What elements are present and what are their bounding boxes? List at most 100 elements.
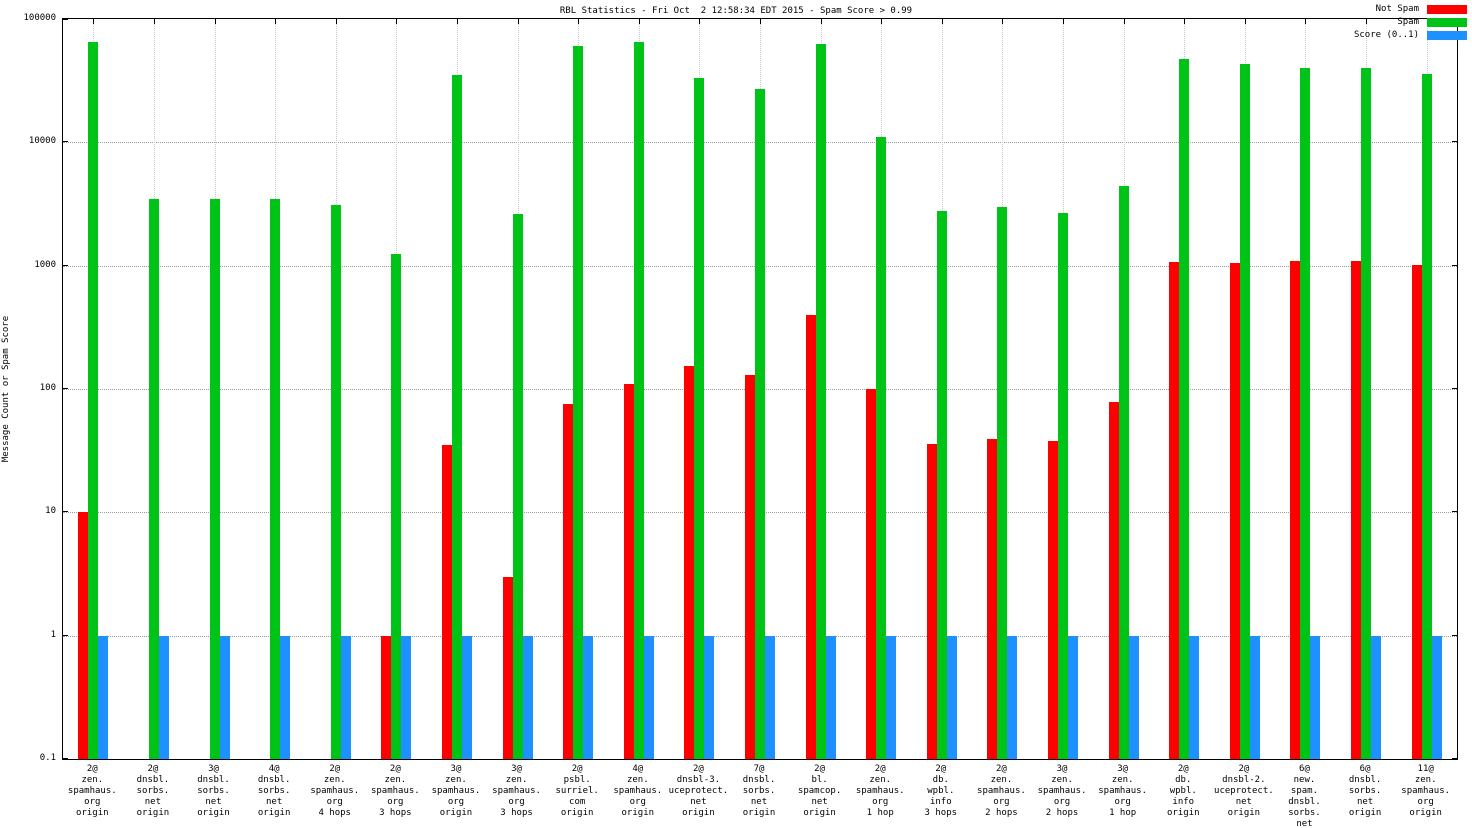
y-tick-label: 1: [50, 629, 56, 640]
bar-spam: [451, 75, 462, 759]
x-tick-label: 2@ bl. spamcop. net origin: [797, 764, 842, 818]
y-tick-mark: [63, 141, 68, 143]
bar-score-0-1: [461, 635, 472, 759]
x-tick-mark: [578, 19, 580, 24]
x-tick-mark: [941, 19, 943, 24]
x-tick-label: 6@ new. spam. dnsbl. sorbs. net origin: [1288, 764, 1321, 828]
bar-score-0-1: [886, 635, 897, 759]
bar-spam: [391, 253, 402, 759]
x-tick-label: 3@ zen. spamhaus. org 3 hops: [492, 764, 541, 818]
y-tick-mark: [63, 19, 68, 20]
bar-score-0-1: [643, 635, 654, 759]
bar-score-0-1: [1189, 635, 1200, 759]
x-tick-mark: [335, 19, 337, 24]
x-tick-label: 2@ dnsbl-3. uceprotect. net origin: [668, 764, 729, 818]
legend-label-not-spam: Not Spam: [1375, 4, 1419, 14]
x-tick-label: 11@ zen. spamhaus. org origin: [1401, 764, 1451, 818]
bar-score-0-1: [1068, 635, 1079, 759]
bar-score-0-1: [158, 635, 169, 759]
x-tick-label: 2@ zen. spamhaus. org origin: [67, 764, 117, 818]
plot-area: [62, 18, 1458, 760]
bar-spam: [1300, 68, 1311, 759]
x-tick-label: 2@ zen. spamhaus. org 1 hop: [855, 764, 905, 818]
bar-spam: [997, 206, 1008, 759]
x-tick-mark: [1123, 19, 1125, 24]
bar-not-spam: [926, 443, 937, 759]
bar-score-0-1: [946, 635, 957, 759]
bar-spam: [270, 198, 281, 759]
x-tick-label: 2@ psbl. surriel. com origin: [555, 764, 599, 818]
bar-not-spam: [1108, 402, 1119, 759]
x-tick-mark: [1184, 19, 1186, 24]
bar-score-0-1: [98, 635, 109, 759]
bar-spam: [633, 42, 644, 759]
x-tick-label: 3@ dnsbl. sorbs. net origin: [197, 764, 230, 818]
bar-not-spam: [381, 635, 392, 759]
bar-not-spam: [1290, 260, 1301, 759]
bar-spam: [755, 89, 765, 759]
y-tick-mark: [1452, 758, 1457, 759]
legend: Not Spam Spam Score (0..1): [1354, 4, 1467, 40]
x-tick-label: 6@ dnsbl. sorbs. net origin: [1348, 764, 1382, 818]
bar-score-0-1: [825, 635, 836, 759]
chart-title: RBL Statistics - Fri Oct 2 12:58:34 EDT …: [559, 6, 913, 16]
x-tick-label: 3@ zen. spamhaus. org 2 hops: [1037, 764, 1087, 818]
x-tick-label: 7@ dnsbl. sorbs. net origin: [742, 764, 776, 818]
bar-score-0-1: [583, 635, 594, 759]
x-tick-mark: [1366, 19, 1368, 24]
legend-item-spam: Spam: [1397, 17, 1467, 27]
x-tick-label: 2@ dnsbl. sorbs. net origin: [136, 764, 170, 818]
x-tick-mark: [1002, 19, 1004, 24]
bar-score-0-1: [522, 635, 533, 759]
bar-not-spam: [623, 383, 634, 759]
x-tick-label: 3@ zen. spamhaus. org origin: [431, 764, 481, 818]
bar-not-spam: [441, 445, 452, 759]
bar-spam: [815, 43, 826, 759]
bar-spam: [330, 205, 341, 759]
bar-spam: [148, 198, 159, 759]
y-tick-label: 10: [45, 506, 56, 517]
x-tick-label: 2@ zen. spamhaus. org 3 hops: [370, 764, 420, 818]
bar-score-0-1: [280, 635, 291, 759]
bar-score-0-1: [219, 635, 230, 759]
x-tick-mark: [638, 19, 640, 24]
bar-not-spam: [866, 389, 877, 759]
bar-spam: [1118, 186, 1129, 759]
x-tick-mark: [456, 19, 458, 24]
x-tick-label: 2@ zen. spamhaus. org 2 hops: [977, 764, 1026, 818]
x-tick-mark: [1305, 19, 1307, 24]
bar-spam: [936, 210, 947, 759]
x-tick-label: 4@ dnsbl. sorbs. net origin: [257, 764, 291, 818]
y-tick-mark: [63, 388, 68, 389]
bar-score-0-1: [340, 635, 351, 759]
y-tick-mark: [63, 634, 68, 636]
x-tick-mark: [760, 19, 761, 24]
x-tick-mark: [93, 19, 95, 24]
y-tick-mark: [1452, 264, 1457, 266]
bar-score-0-1: [1249, 635, 1260, 759]
bar-score-0-1: [1007, 635, 1018, 759]
y-tick-mark: [1452, 388, 1457, 389]
bar-score-0-1: [1128, 635, 1139, 759]
y-tick-mark: [1452, 634, 1457, 636]
y-tick-mark: [63, 264, 68, 266]
bar-not-spam: [1411, 264, 1422, 759]
y-tick-label: 0.1: [39, 753, 56, 763]
x-tick-mark: [396, 19, 398, 24]
legend-swatch-score: [1427, 30, 1467, 40]
bar-spam: [209, 198, 220, 759]
bar-not-spam: [745, 374, 755, 759]
bar-score-0-1: [1371, 635, 1382, 759]
bar-spam: [876, 137, 887, 759]
x-tick-mark: [1063, 19, 1065, 24]
legend-label-score: Score (0..1): [1353, 30, 1419, 40]
bar-spam: [1361, 68, 1372, 759]
x-tick-mark: [881, 19, 883, 24]
legend-swatch-spam: [1427, 17, 1467, 27]
bar-not-spam: [684, 365, 695, 759]
x-tick-label: 2@ dnsbl-2. uceprotect. net origin: [1214, 764, 1274, 818]
bar-not-spam: [987, 439, 998, 759]
x-tick-mark: [699, 19, 701, 24]
x-tick-mark: [517, 19, 519, 24]
y-tick-mark: [1452, 141, 1457, 143]
